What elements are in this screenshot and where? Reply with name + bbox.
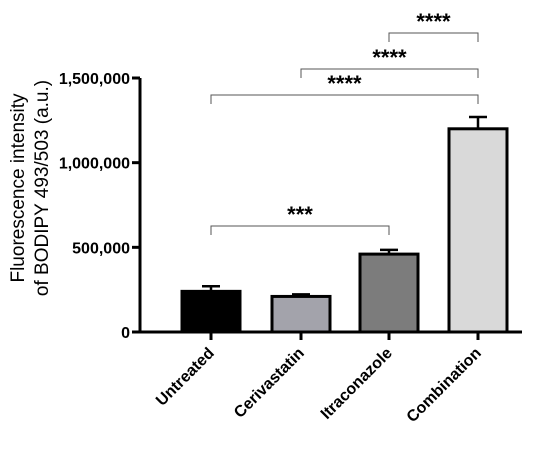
x-category-label: Cerivastatin (231, 345, 308, 422)
significance-label: *** (287, 202, 313, 227)
y-tick-label: 0 (121, 325, 130, 342)
significance-label: **** (327, 71, 362, 96)
y-axis-title-line-1: Fluorescence intensity (8, 93, 29, 283)
y-tick-label: 1,000,000 (59, 156, 130, 173)
bar-cerivastatin (270, 294, 332, 334)
x-category-label: Untreated (153, 345, 218, 410)
y-tick-label: 500,000 (72, 240, 130, 257)
significance-bracket (210, 225, 390, 235)
x-category-label: Combination (404, 345, 485, 426)
bar-untreated (180, 289, 242, 334)
bars: Untreated Cerivastatin Itraconazole Combina… (153, 115, 509, 426)
y-tick-label: 1,500,000 (59, 71, 130, 88)
significance-bracket (210, 94, 479, 104)
significance-label: **** (416, 9, 451, 34)
bar-combination (447, 127, 509, 334)
significance-bracket (300, 68, 479, 78)
y-axis-title: Fluorescence intensity of BODIPY 493/503… (8, 80, 53, 296)
significance-bracket (388, 32, 479, 42)
significance-label: **** (372, 45, 407, 70)
significance-brackets: *************** (210, 9, 479, 235)
bar-itraconazole (358, 252, 420, 334)
x-category-label: Itraconazole (318, 345, 396, 423)
y-axis-title-line-2: of BODIPY 493/503 (a.u.) (32, 80, 53, 296)
